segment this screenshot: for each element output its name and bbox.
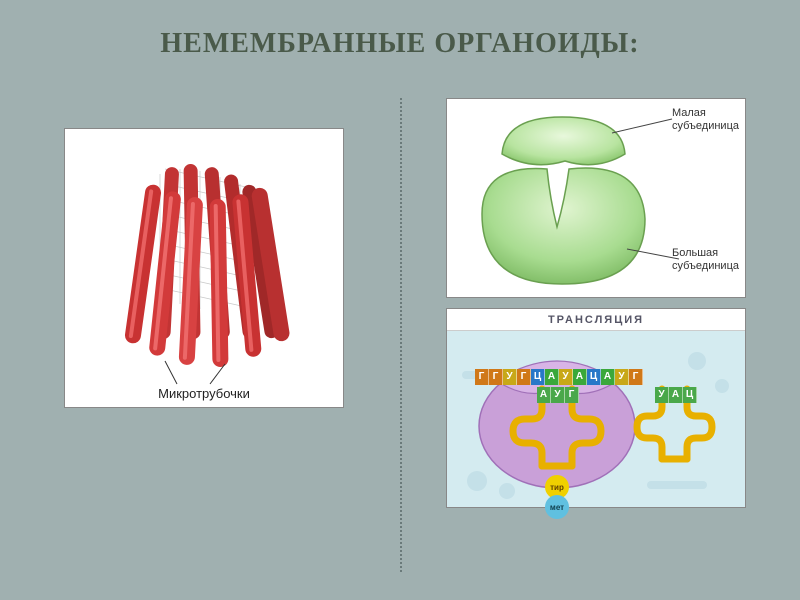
anticodon-cell: Ц: [683, 387, 697, 403]
translation-icon: [447, 331, 747, 509]
ribosome-panel: Малая субъединица Большая субъединица: [446, 98, 746, 298]
codon-cell: Г: [517, 369, 531, 385]
codon-cell: Г: [475, 369, 489, 385]
microtubules-icon: [65, 129, 345, 409]
ribosome-small-label: Малая субъединица: [672, 107, 739, 133]
codon-cell: А: [573, 369, 587, 385]
codon-cell: У: [559, 369, 573, 385]
codon-cell: А: [601, 369, 615, 385]
left-column: Микротрубочки: [8, 88, 400, 592]
ribosome-large-label: Большая субъединица: [672, 247, 739, 273]
codon-cell: А: [545, 369, 559, 385]
anticodon-cell: А: [669, 387, 683, 403]
amino-acid-met: мет: [545, 495, 569, 519]
right-column: Малая субъединица Большая субъединица ТР…: [400, 88, 792, 592]
anticodon-cell: У: [551, 387, 565, 403]
anticodon-cell: Г: [565, 387, 579, 403]
codon-cell: Г: [489, 369, 503, 385]
anticodon-1: АУГ: [537, 387, 579, 403]
content-area: Микротрубочки: [8, 88, 792, 592]
translation-panel: ТРАНСЛЯЦИЯ: [446, 308, 746, 508]
anticodon-cell: А: [537, 387, 551, 403]
vertical-divider: [400, 98, 402, 572]
anticodon-2: УАЦ: [655, 387, 697, 403]
anticodon-cell: У: [655, 387, 669, 403]
microtubules-panel: Микротрубочки: [64, 128, 344, 408]
mrna-strip: ГГУГЦАУАЦАУГ: [475, 369, 643, 385]
codon-cell: Ц: [587, 369, 601, 385]
codon-cell: Г: [629, 369, 643, 385]
codon-cell: У: [503, 369, 517, 385]
slide: НЕМЕМБРАННЫЕ ОРГАНОИДЫ:: [8, 8, 792, 592]
microtubules-label: Микротрубочки: [158, 386, 250, 401]
translation-title: ТРАНСЛЯЦИЯ: [447, 309, 745, 331]
codon-cell: У: [615, 369, 629, 385]
slide-title: НЕМЕМБРАННЫЕ ОРГАНОИДЫ:: [8, 8, 792, 60]
codon-cell: Ц: [531, 369, 545, 385]
